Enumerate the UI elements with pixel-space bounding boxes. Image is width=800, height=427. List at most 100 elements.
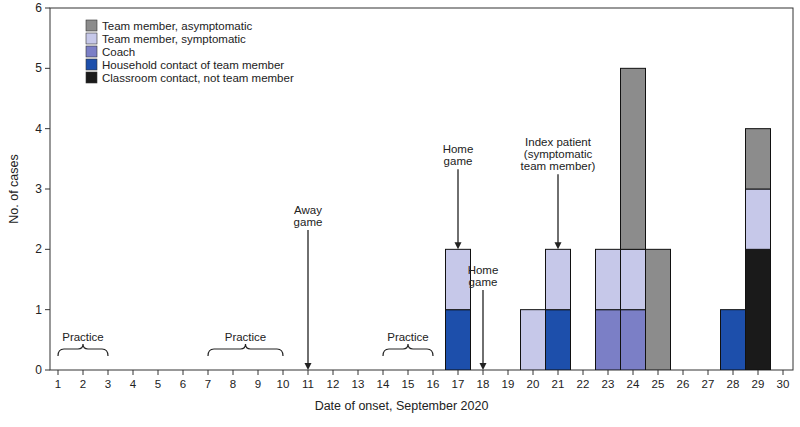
x-tick-label: 24: [627, 378, 640, 390]
x-tick-label: 29: [752, 378, 765, 390]
bar-segment: [596, 249, 621, 309]
annotation-arrowhead: [480, 363, 487, 370]
x-tick-label: 15: [402, 378, 415, 390]
plot-frame: [50, 8, 793, 370]
annotation-text: Home: [443, 143, 474, 155]
x-tick: [358, 370, 359, 375]
bars: [446, 68, 771, 370]
x-tick: [208, 370, 209, 375]
bar-segment: [721, 310, 746, 370]
x-tick-label: 12: [327, 378, 340, 390]
x-tick-label: 20: [527, 378, 540, 390]
chart: 0123456123456789101112131415161718192021…: [0, 0, 800, 427]
x-tick: [233, 370, 234, 375]
y-tick-label: 0: [35, 363, 42, 377]
legend-swatch: [86, 46, 97, 57]
x-tick: [533, 370, 534, 375]
annotation-text: (symptomatic: [524, 148, 593, 160]
x-tick-label: 18: [477, 378, 490, 390]
x-tick-label: 28: [727, 378, 740, 390]
annotation-arrow: [307, 230, 308, 365]
x-tick: [658, 370, 659, 375]
x-tick: [783, 370, 784, 375]
legend-swatch: [86, 72, 97, 83]
x-tick-label: 21: [552, 378, 565, 390]
x-tick-label: 11: [302, 378, 314, 390]
y-tick: [45, 370, 50, 371]
y-tick: [45, 189, 50, 190]
x-tick: [333, 370, 334, 375]
x-tick-label: 14: [377, 378, 390, 390]
legend-label: Coach: [102, 46, 135, 58]
y-tick-label: 2: [35, 242, 42, 256]
legend-swatch: [86, 20, 97, 31]
x-tick-label: 5: [155, 378, 161, 390]
legend-label: Team member, symptomatic: [102, 33, 246, 45]
x-tick: [283, 370, 284, 375]
y-tick-label: 4: [35, 122, 42, 136]
x-tick-label: 9: [255, 378, 261, 390]
x-tick: [133, 370, 134, 375]
bar-segment: [546, 310, 571, 370]
bar-segment: [621, 249, 646, 309]
bar-segment: [646, 249, 671, 370]
x-tick-label: 1: [55, 378, 61, 390]
x-tick-label: 19: [502, 378, 515, 390]
practice-brace: [208, 344, 283, 356]
x-tick-label: 23: [602, 378, 615, 390]
x-tick: [558, 370, 559, 375]
annotation-arrowhead: [455, 242, 462, 249]
x-tick-label: 7: [205, 378, 211, 390]
y-tick: [45, 249, 50, 250]
x-tick: [408, 370, 409, 375]
x-tick: [483, 370, 484, 375]
x-tick-label: 6: [180, 378, 186, 390]
annotation-arrow: [557, 174, 558, 244]
y-tick-label: 5: [35, 61, 42, 75]
x-tick: [58, 370, 59, 375]
annotation-text: Index patient: [525, 136, 592, 148]
bar-segment: [621, 68, 646, 249]
annotation-text: game: [469, 276, 498, 288]
x-tick-label: 10: [277, 378, 290, 390]
annotation-text: game: [294, 216, 323, 228]
annotation-arrowhead: [305, 363, 312, 370]
legend-swatch: [86, 33, 97, 44]
bar-segment: [746, 189, 771, 249]
y-tick: [45, 128, 50, 129]
annotation-text: team member): [521, 160, 596, 172]
bar-segment: [546, 249, 571, 309]
legend-swatch: [86, 59, 97, 70]
y-tick-label: 1: [35, 303, 42, 317]
annotation-text: Home: [468, 264, 499, 276]
x-tick-label: 13: [352, 378, 365, 390]
legend-label: Team member, asymptomatic: [102, 20, 252, 32]
x-tick: [383, 370, 384, 375]
bar-segment: [746, 249, 771, 370]
x-tick: [633, 370, 634, 375]
annotation-text: game: [444, 155, 473, 167]
annotation-arrow: [457, 169, 458, 244]
x-tick-label: 2: [80, 378, 86, 390]
y-tick-label: 6: [35, 1, 42, 15]
y-axis-label: No. of cases: [7, 154, 21, 223]
annotation-arrow: [482, 290, 483, 365]
x-tick-label: 17: [452, 378, 465, 390]
x-tick-label: 27: [702, 378, 715, 390]
x-tick: [583, 370, 584, 375]
bar-segment: [596, 310, 621, 370]
annotation-arrowhead: [555, 242, 562, 249]
practice-brace: [58, 344, 108, 356]
x-tick-label: 8: [230, 378, 236, 390]
legend-label: Classroom contact, not team member: [102, 72, 294, 84]
practice-label: Practice: [225, 331, 267, 343]
y-tick: [45, 68, 50, 69]
x-tick: [308, 370, 309, 375]
practice-brace: [383, 344, 433, 356]
x-tick: [158, 370, 159, 375]
x-axis-label: Date of onset, September 2020: [315, 399, 489, 413]
x-tick-label: 22: [577, 378, 590, 390]
x-tick: [433, 370, 434, 375]
bar-segment: [746, 129, 771, 189]
x-tick: [608, 370, 609, 375]
